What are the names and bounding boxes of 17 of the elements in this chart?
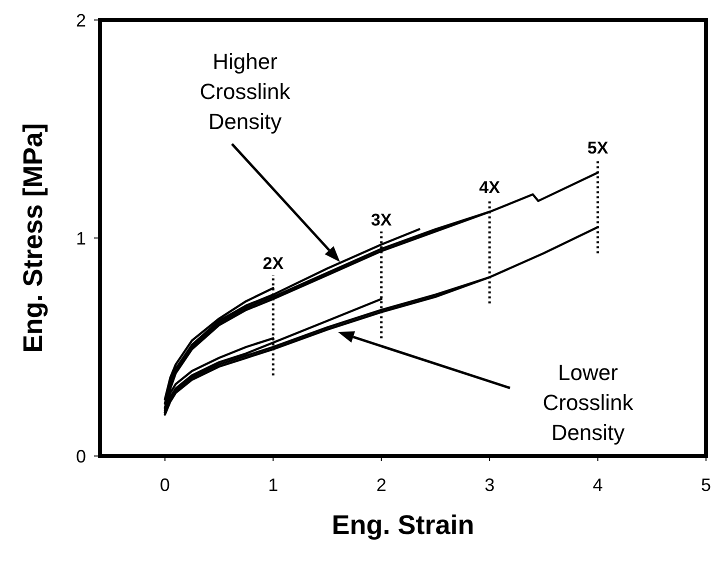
y-axis-title: Eng. Stress [MPa] [18,123,48,353]
x-tick-label: 4 [592,475,603,495]
x-tick-label: 5 [700,475,712,495]
ref-line-label: 4X [479,178,501,197]
ref-line-label: 5X [587,138,609,158]
x-tick-label: 2 [376,475,386,495]
y-tick-label: 1 [76,228,86,248]
annotation: Higher Crosslink Density [200,49,292,134]
y-tick-label: 0 [76,446,86,466]
ref-line-label: 3X [370,210,392,230]
ref-line-label: 2X [262,254,284,274]
x-tick-label: 3 [484,475,495,495]
y-tick-label: 2 [76,10,86,30]
annotation: Lower Crosslink Density [542,360,634,445]
x-tick-label: 0 [160,475,170,495]
x-axis-title: Eng. Strain [332,510,474,540]
x-tick-label: 1 [268,475,278,495]
